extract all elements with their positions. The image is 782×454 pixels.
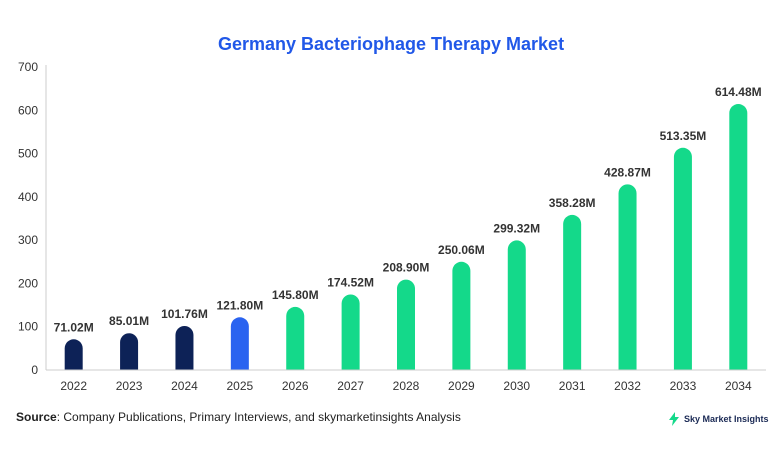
brand-logo: Sky Market Insights — [668, 412, 769, 426]
y-tick-label: 700 — [18, 60, 38, 74]
bar-2027 — [341, 294, 360, 370]
data-label-2024: 101.76M — [161, 307, 208, 321]
bar-2031 — [563, 214, 582, 370]
y-tick-label: 400 — [18, 190, 38, 204]
bar-2025 — [230, 317, 249, 370]
brand-name: Sky Market Insights — [684, 414, 769, 424]
data-label-2025: 121.80M — [216, 298, 263, 312]
x-tick-label: 2023 — [116, 379, 143, 393]
x-tick-label: 2027 — [337, 379, 364, 393]
x-tick-label: 2033 — [670, 379, 697, 393]
source-label: Source — [16, 410, 57, 424]
x-tick-label: 2026 — [282, 379, 309, 393]
bar-2026 — [286, 306, 305, 370]
x-tick-label: 2031 — [559, 379, 586, 393]
x-tick-label: 2032 — [614, 379, 641, 393]
bar-2032 — [618, 184, 637, 370]
data-label-2028: 208.90M — [383, 261, 430, 275]
bar-2029 — [452, 261, 471, 370]
bars: 71.02M 85.01M 101.76M 121.80M 145.80M 174.52M… — [54, 85, 762, 370]
y-tick-label: 500 — [18, 147, 38, 161]
bar-2033 — [673, 147, 692, 370]
data-label-2029: 250.06M — [438, 243, 485, 257]
y-tick-label: 0 — [31, 363, 38, 377]
x-tick-label: 2028 — [393, 379, 420, 393]
bar-2034 — [729, 104, 748, 370]
x-axis: 2022 2023 2024 2025 2026 2027 2028 2029 2030 2031… — [46, 369, 766, 393]
y-tick-label: 200 — [18, 276, 38, 290]
y-tick-label: 600 — [18, 103, 38, 117]
bar-2024 — [175, 325, 194, 370]
source-line: Source: Company Publications, Primary In… — [16, 410, 461, 424]
x-tick-label: 2034 — [725, 379, 752, 393]
data-label-2032: 428.87M — [604, 165, 651, 179]
chart-title: Germany Bacteriophage Therapy Market — [217, 34, 565, 54]
y-tick-label: 300 — [18, 233, 38, 247]
data-label-2030: 299.32M — [493, 221, 540, 235]
x-tick-label: 2024 — [171, 379, 198, 393]
x-tick-label: 2030 — [503, 379, 530, 393]
bar-2030 — [507, 240, 526, 370]
bar-2022 — [64, 339, 83, 370]
data-label-2031: 358.28M — [549, 196, 596, 210]
bar-2028 — [397, 279, 415, 370]
data-label-2023: 85.01M — [109, 314, 149, 328]
x-tick-label: 2029 — [448, 379, 475, 393]
x-tick-label: 2022 — [60, 379, 87, 393]
y-axis: 0 100 200 300 400 500 600 700 — [18, 60, 47, 377]
source-text: : Company Publications, Primary Intervie… — [56, 410, 461, 424]
data-label-2033: 513.35M — [660, 129, 707, 143]
data-label-2034: 614.48M — [715, 85, 762, 99]
data-label-2026: 145.80M — [272, 288, 319, 302]
lightning-bolt-icon — [669, 412, 679, 426]
x-tick-label: 2025 — [226, 379, 253, 393]
bar-2023 — [120, 333, 139, 370]
y-tick-label: 100 — [18, 320, 38, 334]
data-label-2022: 71.02M — [54, 320, 94, 334]
data-label-2027: 174.52M — [327, 275, 374, 289]
